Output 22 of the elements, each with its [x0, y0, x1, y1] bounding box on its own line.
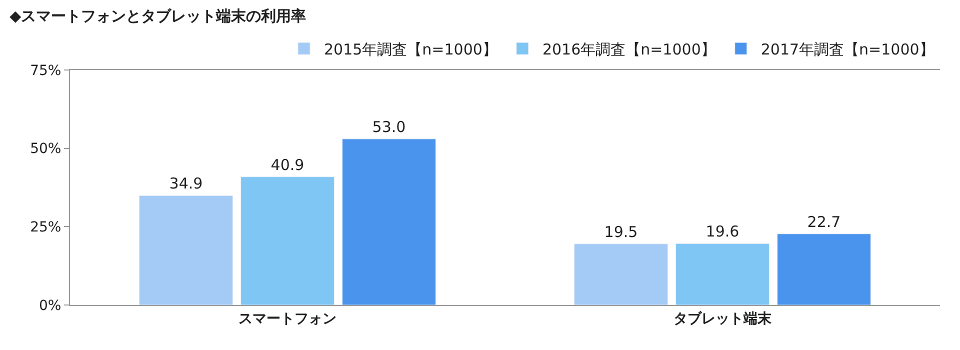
y-tick-label: 50% [30, 141, 62, 158]
bar [240, 176, 334, 305]
data-label: 40.9 [270, 156, 304, 174]
legend-label: 2016年調査【n=1000】 [542, 40, 716, 58]
bar [574, 244, 668, 305]
bar [342, 138, 436, 305]
data-label: 19.5 [604, 222, 638, 241]
bar [777, 234, 871, 305]
data-label: 22.7 [807, 212, 841, 231]
y-tick-label: 0% [38, 298, 62, 314]
data-label: 34.9 [169, 174, 203, 193]
data-label: 53.0 [372, 118, 406, 136]
legend-label: 2015年調査【n=1000】 [324, 40, 498, 58]
bar [139, 195, 233, 305]
x-tick-label: タブレット端末 [674, 310, 772, 327]
data-label: 19.6 [706, 222, 740, 241]
bar [676, 243, 770, 305]
x-tick-label: スマートフォン [238, 310, 336, 327]
legend-label: 2017年調査【n=1000】 [760, 40, 934, 58]
y-tick-label: 25% [30, 220, 62, 236]
y-tick-label: 75% [30, 62, 62, 79]
chart-title: ◆スマートフォンとタブレット端末の利用率 [10, 7, 306, 25]
